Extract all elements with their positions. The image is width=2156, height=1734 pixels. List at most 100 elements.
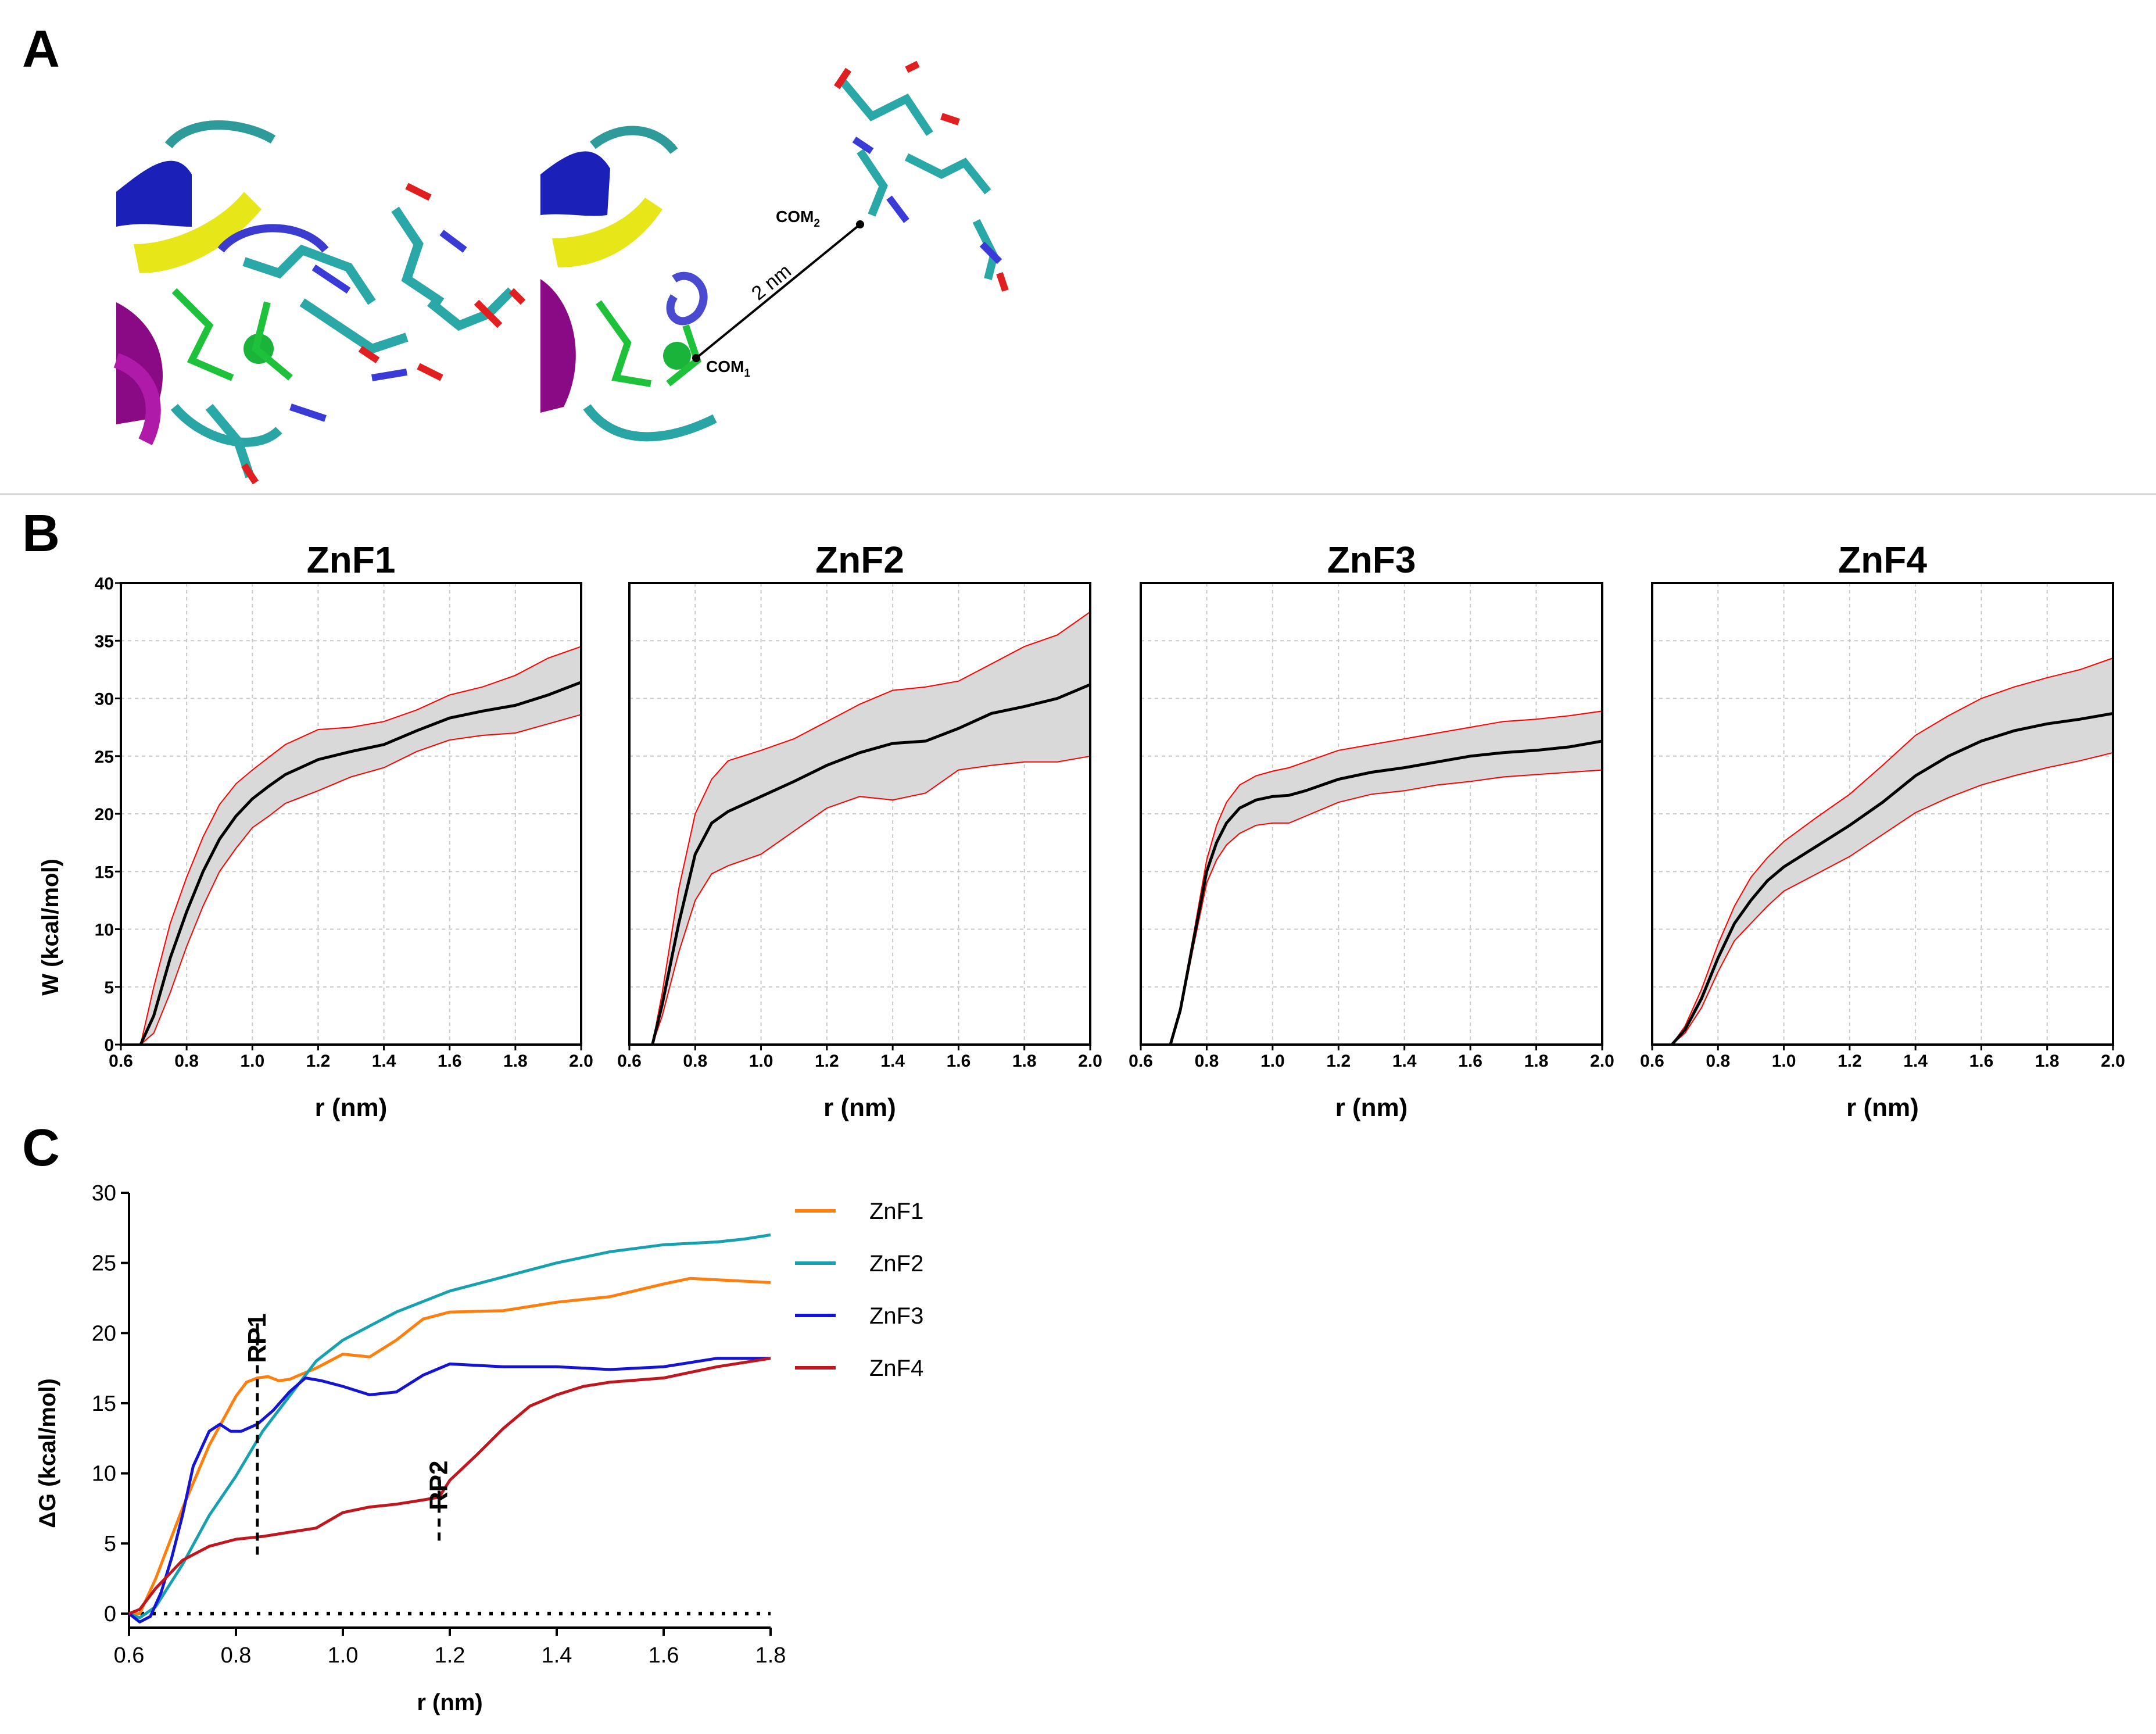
series-line-znf1 [129, 1277, 771, 1615]
x-tick-label: 1.2 [435, 1643, 465, 1668]
x-tick-label: 0.6 [1640, 1052, 1664, 1071]
y-tick-label: 5 [104, 978, 114, 998]
plot-title: ZnF3 [1327, 539, 1416, 581]
panel-b: B W (kcal/mol) ZnF1 0.6 0.8 1.0 1.2 1.4 1.6 1.8… [22, 505, 2125, 1122]
x-tick-label: 1.2 [1838, 1052, 1862, 1071]
plot-title: ZnF2 [815, 539, 904, 581]
structure-unbound-image: 2 nm COM1 COM2 [540, 60, 1009, 442]
plot-frame [1651, 582, 2114, 1046]
lower-bound-line [1170, 769, 1603, 1045]
lower-bound-line [1671, 752, 2114, 1045]
dg-legend: ZnF1 ZnF2 ZnF3 ZnF4 [795, 1199, 923, 1381]
y-tick-label: 35 [95, 632, 114, 651]
upper-bound-line [139, 646, 582, 1045]
x-tick-label: 1.2 [1326, 1052, 1351, 1071]
x-tick-label: 1.8 [1012, 1052, 1037, 1071]
panel-a-letter: A [22, 20, 60, 78]
y-tick-label: 25 [95, 748, 114, 767]
com2-point [856, 220, 864, 228]
series-line-znf2 [128, 1233, 771, 1619]
mean-line [1169, 739, 1603, 1045]
x-tick-label: 0.6 [109, 1052, 133, 1071]
series-line-znf3 [128, 1357, 771, 1624]
x-axis-label: r (nm) [1846, 1093, 1919, 1122]
y-tick-label: 10 [92, 1462, 116, 1486]
lower-bound-line [651, 755, 1091, 1045]
error-band [652, 612, 1090, 1045]
x-tick-label: 2.0 [1590, 1052, 1614, 1071]
x-tick-label: 0.8 [221, 1643, 252, 1668]
annotation-label-rp2: RP2 [425, 1461, 453, 1511]
y-tick-label: 20 [95, 805, 114, 824]
x-tick-label: 1.4 [880, 1052, 905, 1071]
x-tick-label: 2.0 [569, 1052, 593, 1071]
x-tick-label: 1.6 [438, 1052, 462, 1071]
x-tick-label: 2.0 [2101, 1052, 2125, 1071]
plot-frame [628, 582, 1091, 1046]
plot-title: ZnF1 [307, 539, 396, 581]
y-tick-label: 0 [104, 1036, 114, 1055]
y-tick-label: 10 [95, 921, 114, 940]
pmf-plot-znf4: ZnF4 0.6 0.8 1.0 1.2 1.4 1.6 1.8 2.0 r (nm) [1640, 539, 2125, 1122]
legend-label-znf4: ZnF4 [869, 1356, 923, 1381]
pmf-panels: ZnF1 0.6 0.8 1.0 1.2 1.4 1.6 1.8 2.0 0 5 10 15 20 25 30… [95, 539, 2125, 1122]
x-axis-label: r (nm) [315, 1093, 388, 1122]
mean-line [651, 683, 1091, 1045]
x-tick-label: 1.2 [815, 1052, 839, 1071]
x-axis-label: r (nm) [1335, 1093, 1408, 1122]
y-tick-label: 15 [95, 863, 114, 882]
annotation-label-rp1: RP1 [243, 1313, 271, 1363]
x-tick-label: 1.0 [328, 1643, 359, 1668]
dg-chart: 0.6 0.8 1.0 1.2 1.4 1.6 1.8 0 5 10 15 20 25 30 RP1 RP2 [92, 1181, 786, 1668]
x-tick-label: 1.0 [749, 1052, 773, 1071]
x-tick-label: 1.8 [1524, 1052, 1549, 1071]
x-tick-label: 1.0 [240, 1052, 264, 1071]
x-tick-label: 0.6 [114, 1643, 145, 1668]
x-tick-label: 1.0 [1772, 1052, 1796, 1071]
dg-y-axis-label: ΔG (kcal/mol) [35, 1378, 60, 1528]
x-tick-label: 1.4 [1903, 1052, 1928, 1071]
y-tick-label: 15 [92, 1392, 116, 1416]
com2-label: COM2 [776, 208, 820, 230]
x-tick-label: 1.8 [503, 1052, 528, 1071]
error-band [1170, 711, 1602, 1045]
legend-label-znf2: ZnF2 [869, 1251, 923, 1277]
legend-label-znf1: ZnF1 [869, 1199, 923, 1224]
com-distance-line [695, 223, 861, 359]
upper-bound-line [1170, 710, 1603, 1045]
pmf-plot-znf3: ZnF3 0.6 0.8 1.0 1.2 1.4 1.6 1.8 2.0 r (nm) [1129, 539, 1614, 1122]
y-tick-label: 40 [95, 574, 114, 594]
x-tick-label: 1.6 [1458, 1052, 1482, 1071]
lower-bound-line [140, 714, 582, 1045]
upper-bound-line [1671, 657, 2114, 1045]
x-tick-label: 0.6 [617, 1052, 642, 1071]
x-tick-label: 1.6 [947, 1052, 971, 1071]
panel-c-letter: C [22, 1119, 60, 1177]
plot-title: ZnF4 [1838, 539, 1927, 581]
mean-line [139, 681, 582, 1046]
mean-line [1671, 712, 2114, 1046]
upper-bound-line [651, 611, 1091, 1045]
x-tick-label: 0.8 [174, 1052, 199, 1071]
y-tick-label: 20 [92, 1321, 116, 1346]
x-tick-label: 1.0 [1260, 1052, 1285, 1071]
x-tick-label: 0.8 [1195, 1052, 1219, 1071]
x-tick-label: 0.8 [683, 1052, 707, 1071]
x-tick-label: 1.8 [755, 1643, 786, 1668]
error-band [1672, 658, 2113, 1045]
pmf-plot-znf1: ZnF1 0.6 0.8 1.0 1.2 1.4 1.6 1.8 2.0 0 5 10 15 20 25 30… [95, 539, 593, 1122]
x-tick-label: 0.6 [1129, 1052, 1153, 1071]
panel-c: C ΔG (kcal/mol) r (nm) 0.6 0.8 1.0 1.2 1.4 1.… [22, 1119, 923, 1715]
pmf-y-axis-label: W (kcal/mol) [38, 859, 63, 996]
y-tick-label: 30 [92, 1181, 116, 1206]
x-tick-label: 1.6 [649, 1643, 679, 1668]
x-tick-label: 1.8 [2035, 1052, 2060, 1071]
x-axis-label: r (nm) [823, 1093, 896, 1122]
plot-frame [1140, 582, 1603, 1046]
x-tick-label: 1.4 [542, 1643, 572, 1668]
y-tick-label: 30 [95, 690, 114, 709]
pmf-plot-znf2: ZnF2 0.6 0.8 1.0 1.2 1.4 1.6 1.8 2.0 r (nm) [617, 539, 1102, 1122]
structure-bound-image [113, 120, 526, 485]
com1-point [692, 354, 700, 362]
